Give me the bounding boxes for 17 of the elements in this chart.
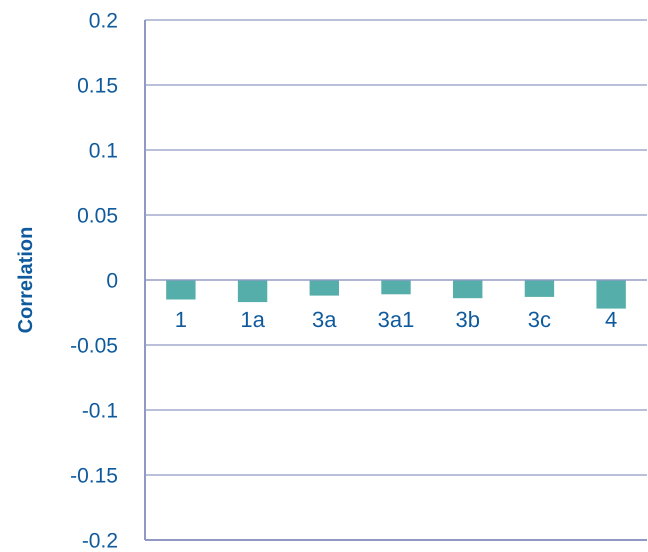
x-tick-label: 3a1 xyxy=(378,307,414,332)
y-tick-label: -0.2 xyxy=(82,529,118,552)
y-tick-label: 0.1 xyxy=(88,139,118,162)
y-tick-label: 0.15 xyxy=(77,74,118,98)
x-tick-label: 4 xyxy=(605,307,618,332)
y-tick-label: -0.1 xyxy=(82,399,118,422)
x-tick-label: 1a xyxy=(240,307,266,332)
x-tick-label: 3c xyxy=(528,307,552,332)
y-axis-title: Correlation xyxy=(15,226,37,334)
y-tick-label: -0.15 xyxy=(70,464,118,488)
y-tick-label: 0.05 xyxy=(77,204,118,228)
x-tick-label: 3a xyxy=(312,307,338,332)
x-tick-label: 1 xyxy=(174,307,187,332)
y-tick-label: 0 xyxy=(106,269,118,292)
y-tick-label: 0.2 xyxy=(88,9,118,32)
x-tick-label: 3b xyxy=(455,307,480,332)
y-tick-label: -0.05 xyxy=(70,334,118,358)
